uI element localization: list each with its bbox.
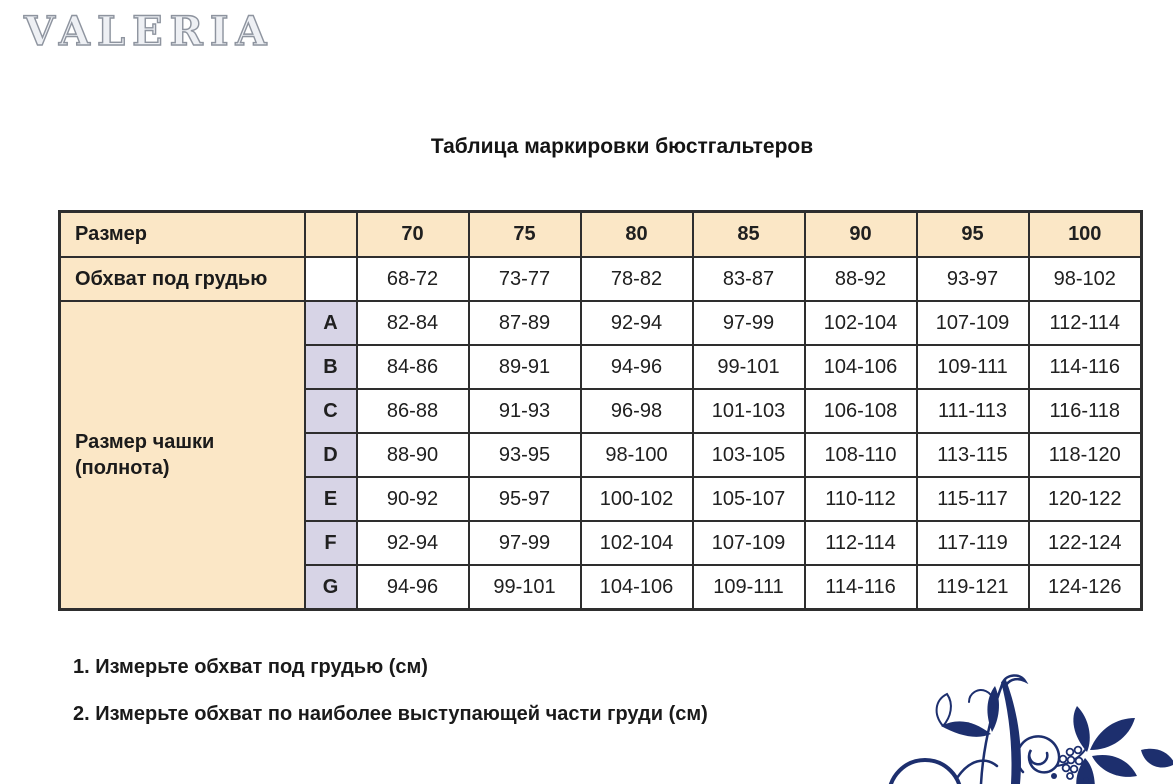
table-cell: 111-113 [915, 388, 1030, 434]
table-cell: 110-112 [803, 476, 918, 522]
instruction-step: 2. Измерьте обхват по наиболее выступающ… [73, 703, 708, 725]
cup-letter: A [303, 300, 358, 346]
table-cell: 107-109 [691, 520, 806, 566]
table-row-cup-c: C 86-88 91-93 96-98 101-103 106-108 111-… [60, 388, 1143, 434]
table-cell: 107-109 [915, 300, 1030, 346]
table-cell: 114-116 [1027, 344, 1143, 390]
table-cell: 100-102 [579, 476, 694, 522]
table-cell: 120-122 [1027, 476, 1143, 522]
page-title: Таблица маркировки бюстгальтеров [430, 135, 814, 158]
bra-size-table: Размер 70 75 80 85 90 95 100 Обхват под … [58, 210, 1143, 611]
table-cell: 116-118 [1027, 388, 1143, 434]
band-size-header: 100 [1027, 210, 1143, 258]
table-cell: 84-86 [355, 344, 470, 390]
table-cell: 113-115 [915, 432, 1030, 478]
table-cell: 88-90 [355, 432, 470, 478]
floral-ornament-icon [888, 674, 1173, 784]
cup-letter: G [303, 564, 358, 611]
table-cell: 91-93 [467, 388, 582, 434]
instruction-step: 1. Измерьте обхват под грудью (см) [73, 656, 428, 678]
table-cell: 109-111 [915, 344, 1030, 390]
table-cell: 115-117 [915, 476, 1030, 522]
table-row-cup-b: B 84-86 89-91 94-96 99-101 104-106 109-1… [60, 344, 1143, 390]
cup-label-line1: Размер чашки [75, 430, 215, 453]
table-cell: 102-104 [803, 300, 918, 346]
table-cell: 104-106 [803, 344, 918, 390]
table-cell: 87-89 [467, 300, 582, 346]
table-row-size: Размер 70 75 80 85 90 95 100 [58, 210, 1143, 258]
table-cell: 95-97 [467, 476, 582, 522]
cup-letter: B [303, 344, 358, 390]
table-cell: 93-95 [467, 432, 582, 478]
table-cell: 83-87 [691, 256, 806, 302]
table-cell: 118-120 [1027, 432, 1143, 478]
band-size-header: 75 [467, 210, 582, 258]
table-cell: 112-114 [1027, 300, 1143, 346]
row-label-underbust: Обхват под грудью [58, 256, 306, 302]
table-cell: 98-102 [1027, 256, 1143, 302]
cup-letter: D [303, 432, 358, 478]
table-cell: 106-108 [803, 388, 918, 434]
table-cell: 97-99 [691, 300, 806, 346]
table-cell: 94-96 [355, 564, 470, 611]
table-row-cup-f: F 92-94 97-99 102-104 107-109 112-114 11… [60, 520, 1143, 566]
cup-label-line2: (полнота) [75, 457, 170, 479]
table-cell: 98-100 [579, 432, 694, 478]
cup-letter: C [303, 388, 358, 434]
empty-cell [303, 256, 358, 302]
band-size-header: 80 [579, 210, 694, 258]
table-cell: 96-98 [579, 388, 694, 434]
band-size-header: 70 [355, 210, 470, 258]
table-cell: 105-107 [691, 476, 806, 522]
table-row-cup-a: Размер чашки (полнота) A 82-84 87-89 92-… [58, 300, 1143, 611]
cup-letter: F [303, 520, 358, 566]
table-cell: 88-92 [803, 256, 918, 302]
table-cell: 103-105 [691, 432, 806, 478]
band-size-header: 85 [691, 210, 806, 258]
table-cell: 97-99 [467, 520, 582, 566]
row-label-cup-size: Размер чашки (полнота) [58, 300, 306, 611]
table-cell: 82-84 [355, 300, 470, 346]
table-cell: 93-97 [915, 256, 1030, 302]
table-cell: 73-77 [467, 256, 582, 302]
table-row-cup-d: D 88-90 93-95 98-100 103-105 108-110 113… [60, 432, 1143, 478]
brand-logo: VALERIA [23, 7, 274, 55]
table-cell: 92-94 [355, 520, 470, 566]
table-cell: 104-106 [579, 564, 694, 611]
table-cell: 109-111 [691, 564, 806, 611]
table-cell: 112-114 [803, 520, 918, 566]
table-cell: 99-101 [691, 344, 806, 390]
table-cell: 86-88 [355, 388, 470, 434]
table-cell: 122-124 [1027, 520, 1143, 566]
table-cell: 89-91 [467, 344, 582, 390]
table-row-cup-g: G 94-96 99-101 104-106 109-111 114-116 1… [60, 564, 1143, 611]
table-cell: 108-110 [803, 432, 918, 478]
row-label-size: Размер [58, 210, 306, 258]
table-row-cup-e: E 90-92 95-97 100-102 105-107 110-112 11… [60, 476, 1143, 522]
table-cell: 99-101 [467, 564, 582, 611]
cup-letter: E [303, 476, 358, 522]
table-cell: 90-92 [355, 476, 470, 522]
band-size-header: 95 [915, 210, 1030, 258]
table-cell: 114-116 [803, 564, 918, 611]
table-cell: 124-126 [1027, 564, 1143, 611]
table-cell: 102-104 [579, 520, 694, 566]
band-size-header: 90 [803, 210, 918, 258]
table-cell: 78-82 [579, 256, 694, 302]
measuring-instructions: 1. Измерьте обхват под грудью (см) 2. Из… [73, 655, 708, 749]
table-cell: 101-103 [691, 388, 806, 434]
empty-corner-cell [303, 210, 358, 258]
table-cell: 92-94 [579, 300, 694, 346]
table-cell: 119-121 [915, 564, 1030, 611]
table-cell: 117-119 [915, 520, 1030, 566]
table-cell: 68-72 [355, 256, 470, 302]
table-cell: 94-96 [579, 344, 694, 390]
grape-cluster [1058, 745, 1084, 780]
table-row-underbust: Обхват под грудью 68-72 73-77 78-82 83-8… [58, 256, 1143, 302]
